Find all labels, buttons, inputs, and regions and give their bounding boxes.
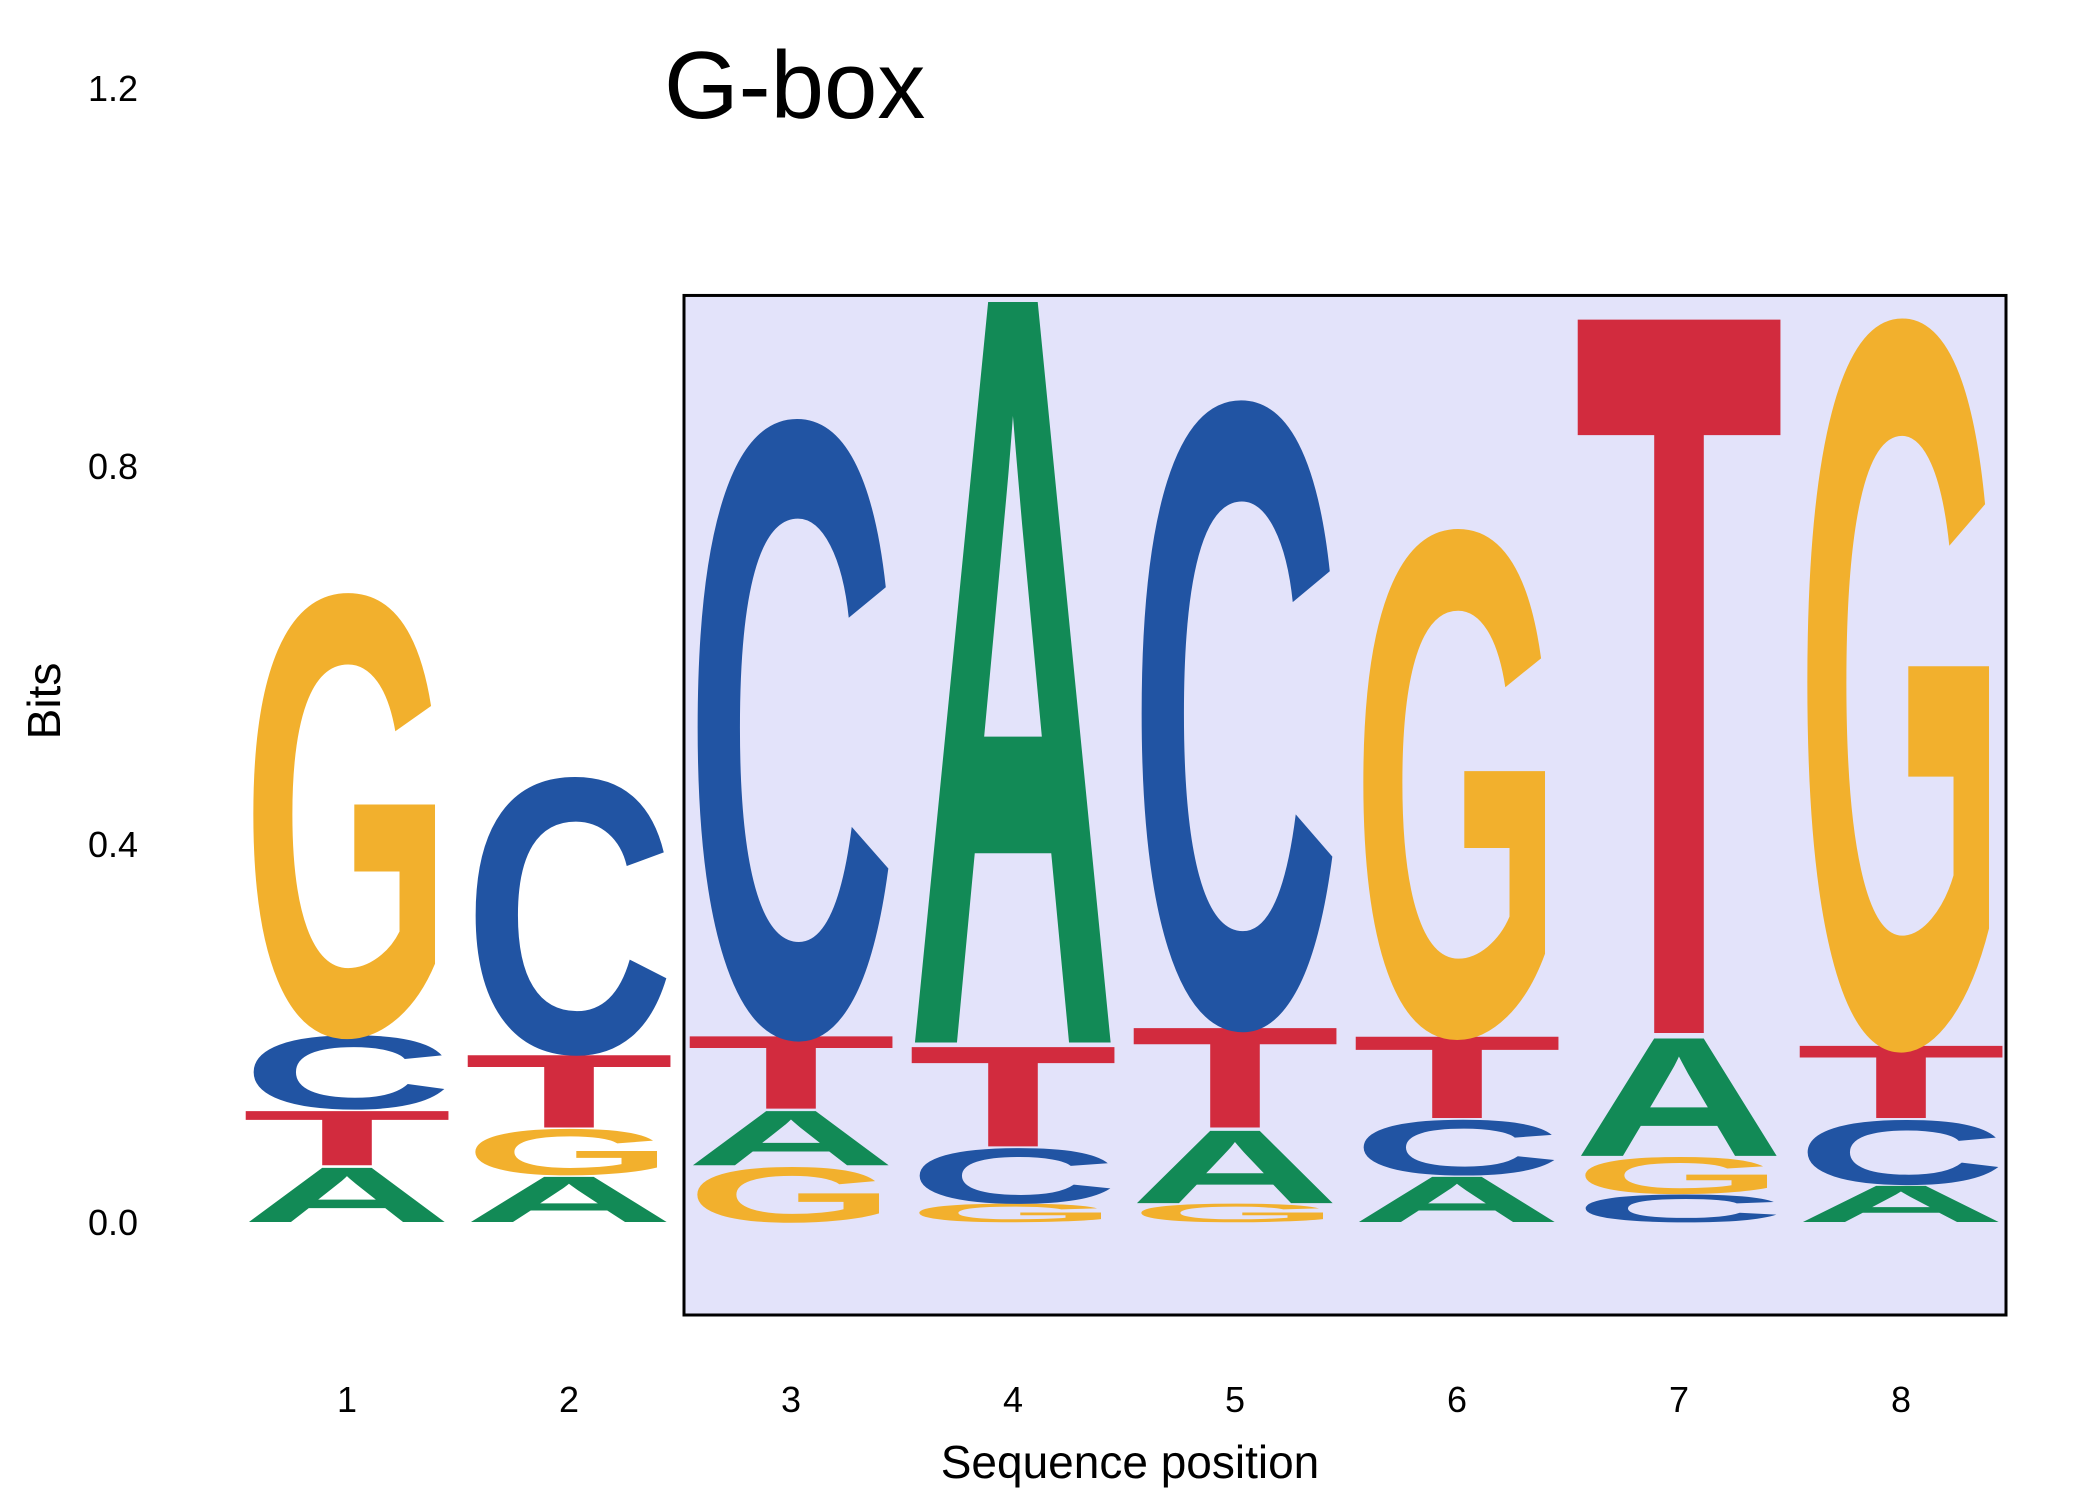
logo-letter-T: T <box>1796 1023 2006 1140</box>
logo-letter-G: G <box>686 1151 895 1239</box>
y-tick-label: 0.4 <box>88 824 138 865</box>
logo-letter-G: G <box>1352 381 1561 1187</box>
logo-letter-C: C <box>464 696 675 1136</box>
logo-letter-C: C <box>1352 1104 1563 1192</box>
logo-letter-A: A <box>464 1163 675 1236</box>
logo-letter-T: T <box>686 1014 896 1131</box>
logo-letter-A: A <box>908 69 1119 1272</box>
x-tick-label: 1 <box>337 1379 357 1420</box>
logo-letter-T: T <box>908 1016 1118 1177</box>
logo-letter-T: T <box>242 1094 452 1182</box>
logo-letter-A: A <box>1352 1163 1563 1236</box>
logo-letter-G: G <box>1796 103 2005 1262</box>
y-axis-ticks: 0.0 0.4 0.8 1.2 <box>88 68 138 1243</box>
logo-letter-T: T <box>464 1033 674 1150</box>
y-tick-label: 0.8 <box>88 446 138 487</box>
logo-letter-T: T <box>1130 997 1340 1158</box>
x-tick-label: 2 <box>559 1379 579 1420</box>
logo-letter-C: C <box>242 1014 453 1131</box>
logo-letter-G: G <box>908 1198 1117 1227</box>
logo-letter-T: T <box>1574 95 1784 1253</box>
x-tick-label: 3 <box>781 1379 801 1420</box>
x-tick-label: 8 <box>1891 1379 1911 1420</box>
x-tick-label: 4 <box>1003 1379 1023 1420</box>
y-tick-label: 1.2 <box>88 68 138 109</box>
logo-letter-C: C <box>1574 1187 1785 1231</box>
logo-letter-A: A <box>242 1151 453 1239</box>
logo-letter-A: A <box>1130 1109 1341 1226</box>
logo-letter-G: G <box>464 1115 673 1188</box>
highlighted-region <box>682 293 2008 1317</box>
logo-letter-A: A <box>686 1095 897 1183</box>
logo-letter-C: C <box>686 237 897 1220</box>
x-axis-label: Sequence position <box>941 1436 1320 1488</box>
x-axis-ticks: 1 2 3 4 5 6 7 8 <box>337 1379 1911 1420</box>
x-tick-label: 7 <box>1669 1379 1689 1420</box>
logo-letter-T: T <box>1352 1011 1562 1143</box>
logo-letter-G: G <box>1574 1146 1783 1205</box>
x-tick-label: 5 <box>1225 1379 1245 1420</box>
logo-letter-G: G <box>242 462 451 1167</box>
logo-letter-G: G <box>1130 1198 1339 1227</box>
logo-letter-A: A <box>1796 1175 2007 1234</box>
x-tick-label: 6 <box>1447 1379 1467 1420</box>
y-tick-label: 0.0 <box>88 1202 138 1243</box>
y-axis-label: Bits <box>18 663 70 740</box>
chart-title: G-box <box>664 32 925 139</box>
logo-letter-C: C <box>1796 1101 2007 1204</box>
logo-letter-C: C <box>1130 216 1341 1213</box>
logo-letter-C: C <box>908 1132 1119 1220</box>
logo-letter-A: A <box>1574 1002 1785 1193</box>
